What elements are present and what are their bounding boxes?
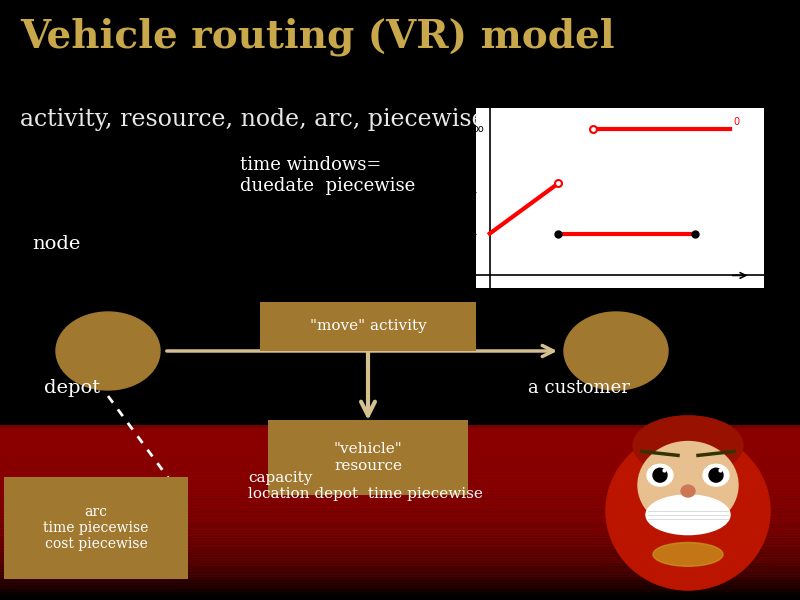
Bar <box>0 472 800 482</box>
Ellipse shape <box>646 495 730 535</box>
Text: oo: oo <box>473 124 484 134</box>
Bar <box>0 514 800 524</box>
Bar <box>0 584 800 595</box>
Bar <box>0 484 800 494</box>
Bar <box>0 439 800 449</box>
Bar <box>0 531 800 541</box>
Text: time windows=
duedate  piecewise: time windows= duedate piecewise <box>240 156 415 195</box>
Bar <box>0 539 800 550</box>
Bar <box>0 520 800 530</box>
Bar <box>0 461 800 471</box>
Ellipse shape <box>647 464 673 486</box>
FancyBboxPatch shape <box>4 477 188 579</box>
Ellipse shape <box>709 468 723 482</box>
Bar <box>0 568 800 578</box>
Ellipse shape <box>653 468 667 482</box>
Bar <box>0 481 800 491</box>
Ellipse shape <box>638 442 738 529</box>
Bar <box>0 470 800 479</box>
Bar <box>0 492 800 502</box>
Text: a customer: a customer <box>528 379 630 397</box>
Bar <box>0 565 800 575</box>
Bar <box>0 450 800 460</box>
Bar <box>0 523 800 533</box>
Bar <box>0 447 800 457</box>
Bar <box>0 571 800 580</box>
Bar <box>0 545 800 555</box>
Text: 0: 0 <box>733 117 739 127</box>
Bar <box>0 430 800 440</box>
Ellipse shape <box>606 431 770 590</box>
Bar <box>0 506 800 516</box>
Bar <box>0 529 800 538</box>
Bar <box>0 548 800 558</box>
Bar <box>0 478 800 488</box>
Circle shape <box>564 312 668 390</box>
Bar <box>0 579 800 589</box>
Bar <box>0 489 800 499</box>
Text: capacity
location depot  time piecewise: capacity location depot time piecewise <box>248 471 483 501</box>
Bar <box>0 551 800 561</box>
Ellipse shape <box>653 542 723 566</box>
Text: "vehicle"
resource: "vehicle" resource <box>334 442 402 473</box>
Bar <box>0 537 800 547</box>
Bar <box>0 534 800 544</box>
Text: activity, resource, node, arc, piecewise: activity, resource, node, arc, piecewise <box>20 108 486 131</box>
Ellipse shape <box>703 464 729 486</box>
Text: Vehicle routing (VR) model: Vehicle routing (VR) model <box>20 18 614 56</box>
Bar <box>0 587 800 597</box>
Bar <box>0 554 800 563</box>
Bar <box>0 559 800 569</box>
Bar <box>0 428 800 437</box>
Bar <box>0 458 800 469</box>
Bar <box>0 562 800 572</box>
Bar <box>0 475 800 485</box>
Bar <box>0 442 800 452</box>
Bar <box>0 576 800 586</box>
Ellipse shape <box>681 485 695 497</box>
FancyBboxPatch shape <box>260 302 476 351</box>
Text: depot: depot <box>44 379 100 397</box>
Text: arc
time piecewise
cost piecewise: arc time piecewise cost piecewise <box>43 505 149 551</box>
Text: node: node <box>32 235 80 253</box>
Bar <box>0 433 800 443</box>
Bar <box>0 436 800 446</box>
Text: "move" activity: "move" activity <box>310 319 426 334</box>
Bar <box>0 455 800 466</box>
Bar <box>0 573 800 583</box>
Bar <box>0 556 800 566</box>
Bar <box>0 581 800 592</box>
Bar <box>0 425 800 435</box>
Bar <box>0 445 800 454</box>
Bar <box>0 542 800 553</box>
Ellipse shape <box>633 416 743 475</box>
Bar <box>0 464 800 474</box>
Bar <box>0 500 800 511</box>
FancyBboxPatch shape <box>268 420 468 495</box>
Bar <box>0 503 800 513</box>
Bar <box>0 509 800 519</box>
Bar <box>0 497 800 508</box>
Bar <box>0 512 800 521</box>
Bar <box>0 517 800 527</box>
Bar <box>0 487 800 496</box>
Bar <box>0 467 800 477</box>
Bar <box>0 590 800 600</box>
Bar <box>0 495 800 505</box>
Bar <box>0 453 800 463</box>
Circle shape <box>56 312 160 390</box>
Bar <box>0 526 800 536</box>
